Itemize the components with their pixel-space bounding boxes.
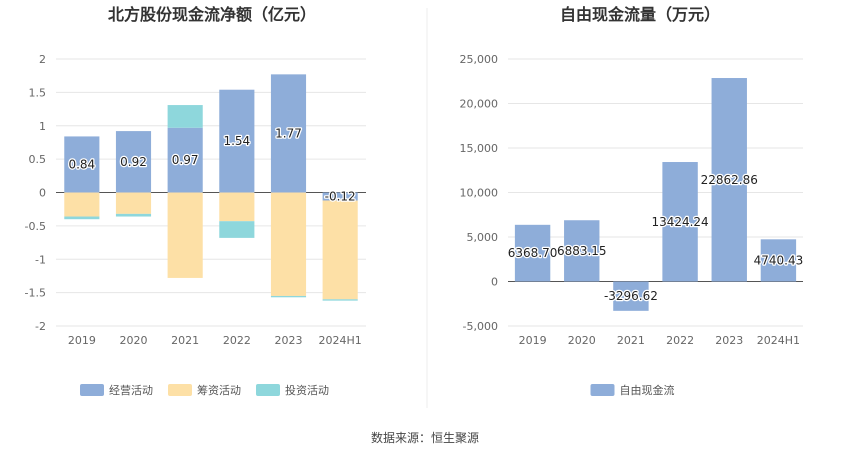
- bar-investing-2021: [167, 105, 203, 128]
- x-tick-label: 2020: [568, 334, 596, 347]
- bar-operating-2022: [219, 89, 255, 193]
- x-tick-label: 2024H1: [319, 334, 362, 347]
- source-note: 数据来源：恒生聚源: [371, 430, 479, 445]
- data-label-2019: 0.84: [68, 157, 95, 171]
- bar-operating-2019: [64, 136, 100, 193]
- data-label-2021: -3296.62: [604, 289, 658, 303]
- bar-fcf-2023: [711, 78, 747, 282]
- bar-fcf-2024H1: [760, 239, 797, 282]
- x-tick-label: 2020: [120, 334, 148, 347]
- bar-investing-2019: [64, 216, 100, 220]
- y-tick-label: 20,000: [460, 98, 499, 111]
- bar-financing-2019: [64, 192, 100, 217]
- bar-financing-2022: [219, 192, 255, 222]
- legend-swatch-investing: [256, 384, 280, 396]
- x-tick-label: 2023: [715, 334, 743, 347]
- bar-investing-2023: [270, 295, 307, 298]
- y-tick-label: 25,000: [460, 53, 499, 66]
- bar-financing-2021: [167, 192, 203, 278]
- x-tick-label: 2023: [275, 334, 303, 347]
- y-tick-label: 10,000: [460, 187, 499, 200]
- legend-label-operating: 经营活动: [109, 383, 153, 397]
- y-tick-label: 0: [491, 276, 498, 289]
- x-tick-label: 2021: [171, 334, 199, 347]
- bar-investing-2020: [115, 213, 152, 217]
- data-label-2023: 22862.86: [701, 173, 758, 187]
- bar-investing-2022: [219, 221, 255, 238]
- y-tick-label: 1.5: [29, 86, 47, 99]
- data-label-2022: 1.54: [223, 134, 250, 148]
- y-tick-label: -2: [35, 320, 46, 333]
- y-tick-label: 0.5: [29, 153, 47, 166]
- y-tick-label: -1: [35, 253, 46, 266]
- bar-investing-2024H1: [322, 299, 358, 301]
- bar-operating-2021: [167, 127, 203, 193]
- y-tick-label: 15,000: [460, 142, 499, 155]
- x-tick-label: 2019: [519, 334, 547, 347]
- bar-operating-2020: [115, 131, 152, 193]
- y-tick-label: -5,000: [463, 320, 498, 333]
- x-tick-label: 2019: [68, 334, 96, 347]
- legend-swatch-fcf: [590, 384, 615, 396]
- x-tick-label: 2022: [223, 334, 251, 347]
- free-cash-flow-chart: 自由现金流量（万元） 25,000 20,000 15,000 10,000 5,000 0…: [460, 5, 805, 397]
- x-tick-label: 2022: [666, 334, 694, 347]
- y-tick-label: 0: [39, 187, 46, 200]
- x-tick-label: 2021: [617, 334, 645, 347]
- data-label-2023: 1.77: [275, 126, 302, 140]
- data-label-2024H1: 4740.43: [754, 253, 804, 267]
- y-tick-label: -0.5: [25, 220, 46, 233]
- y-tick-label: 2: [39, 53, 46, 66]
- cash-flow-chart: 北方股份现金流净额（亿元） 2 1.5 1 0.5 0 -0.5 -1 -1.5 -2 2019 20…: [25, 5, 366, 397]
- y-tick-label: -1.5: [25, 287, 46, 300]
- bar-financing-2024H1: [322, 200, 358, 300]
- data-label-2021: 0.97: [172, 153, 199, 167]
- bar-operating-2024H1: [322, 192, 358, 201]
- bar-fcf-2020: [564, 220, 600, 282]
- data-label-2019: 6368.70: [508, 246, 558, 260]
- bar-operating-2023: [270, 74, 307, 193]
- bar-fcf-2021: [613, 281, 649, 311]
- data-label-2020: 0.92: [120, 155, 147, 169]
- legend-label-financing: 筹资活动: [197, 383, 241, 397]
- chart-title: 北方股份现金流净额（亿元）: [108, 5, 316, 24]
- chart-title: 自由现金流量（万元）: [560, 5, 720, 24]
- data-label-2022: 13424.24: [651, 215, 708, 229]
- x-tick-label: 2024H1: [757, 334, 800, 347]
- y-tick-label: 5,000: [467, 231, 499, 244]
- legend-label-fcf: 自由现金流: [620, 383, 675, 397]
- data-label-2020: 6883.15: [557, 244, 607, 258]
- legend-swatch-financing: [168, 384, 192, 396]
- bar-financing-2023: [270, 192, 307, 296]
- y-tick-label: 1: [39, 120, 46, 133]
- legend-swatch-operating: [80, 384, 104, 396]
- bar-fcf-2019: [514, 224, 551, 282]
- bar-financing-2020: [115, 192, 152, 214]
- bar-fcf-2022: [662, 162, 698, 282]
- data-label-2024H1: -0.12: [325, 190, 356, 204]
- legend-label-investing: 投资活动: [285, 383, 329, 397]
